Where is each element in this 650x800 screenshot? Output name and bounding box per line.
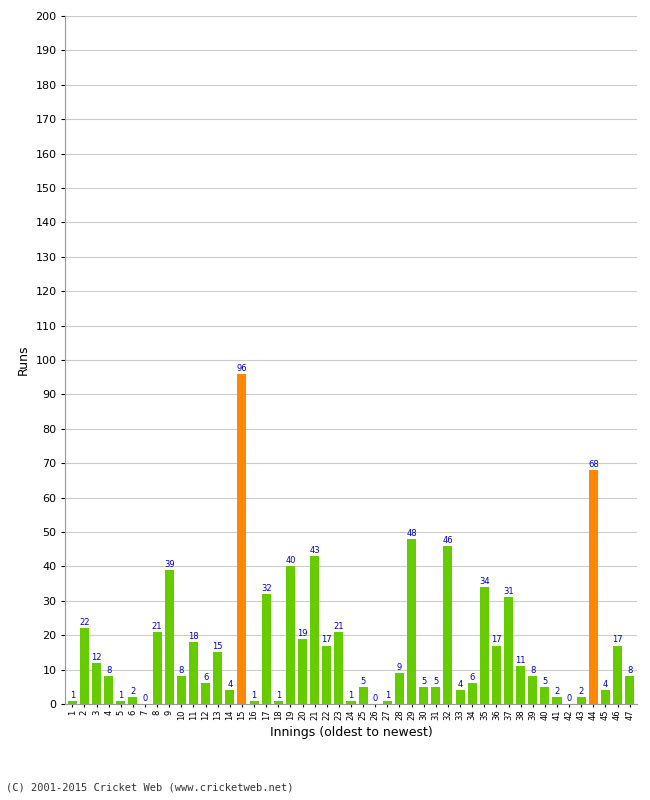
- Bar: [480, 587, 489, 704]
- Bar: [601, 690, 610, 704]
- Text: 40: 40: [285, 556, 296, 566]
- Text: 43: 43: [309, 546, 320, 555]
- Text: 4: 4: [603, 680, 608, 690]
- Text: 17: 17: [491, 635, 502, 645]
- Bar: [68, 701, 77, 704]
- Bar: [250, 701, 259, 704]
- Text: 5: 5: [361, 677, 366, 686]
- Text: 34: 34: [479, 577, 489, 586]
- Bar: [467, 683, 476, 704]
- Text: 46: 46: [443, 536, 453, 545]
- Bar: [237, 374, 246, 704]
- Bar: [516, 666, 525, 704]
- Text: 5: 5: [421, 677, 426, 686]
- Bar: [432, 686, 440, 704]
- Text: 18: 18: [188, 632, 199, 641]
- Text: (C) 2001-2015 Cricket Web (www.cricketweb.net): (C) 2001-2015 Cricket Web (www.cricketwe…: [6, 782, 294, 792]
- Text: 8: 8: [530, 666, 536, 675]
- Bar: [395, 673, 404, 704]
- Text: 0: 0: [372, 694, 378, 703]
- Text: 17: 17: [322, 635, 332, 645]
- Text: 1: 1: [70, 690, 75, 699]
- Bar: [613, 646, 622, 704]
- Bar: [128, 697, 137, 704]
- Text: 5: 5: [542, 677, 547, 686]
- X-axis label: Innings (oldest to newest): Innings (oldest to newest): [270, 726, 432, 739]
- Bar: [226, 690, 235, 704]
- Text: 1: 1: [276, 690, 281, 699]
- Bar: [189, 642, 198, 704]
- Text: 17: 17: [612, 635, 623, 645]
- Text: 1: 1: [385, 690, 390, 699]
- Bar: [153, 632, 162, 704]
- Text: 22: 22: [79, 618, 90, 627]
- Text: 8: 8: [106, 666, 111, 675]
- Text: 1: 1: [252, 690, 257, 699]
- Text: 2: 2: [554, 687, 560, 696]
- Text: 4: 4: [458, 680, 463, 690]
- Text: 8: 8: [627, 666, 632, 675]
- Text: 8: 8: [179, 666, 184, 675]
- Text: 68: 68: [588, 460, 599, 469]
- Bar: [456, 690, 465, 704]
- Text: 1: 1: [118, 690, 124, 699]
- Bar: [552, 697, 562, 704]
- Bar: [528, 677, 538, 704]
- Bar: [80, 628, 89, 704]
- Text: 0: 0: [142, 694, 148, 703]
- Bar: [359, 686, 368, 704]
- Bar: [92, 662, 101, 704]
- Bar: [407, 539, 416, 704]
- Bar: [116, 701, 125, 704]
- Bar: [286, 566, 295, 704]
- Text: 21: 21: [152, 622, 162, 630]
- Text: 6: 6: [469, 674, 475, 682]
- Text: 21: 21: [333, 622, 344, 630]
- Text: 39: 39: [164, 560, 175, 569]
- Bar: [419, 686, 428, 704]
- Text: 48: 48: [406, 529, 417, 538]
- Bar: [298, 638, 307, 704]
- Bar: [492, 646, 501, 704]
- Text: 11: 11: [515, 656, 526, 665]
- Text: 2: 2: [578, 687, 584, 696]
- Text: 31: 31: [503, 587, 514, 596]
- Text: 96: 96: [237, 364, 247, 373]
- Text: 5: 5: [433, 677, 439, 686]
- Bar: [577, 697, 586, 704]
- Text: 19: 19: [297, 629, 308, 638]
- Bar: [213, 653, 222, 704]
- Text: 9: 9: [397, 663, 402, 672]
- Bar: [261, 594, 270, 704]
- Bar: [625, 677, 634, 704]
- Bar: [346, 701, 356, 704]
- Text: 1: 1: [348, 690, 354, 699]
- Bar: [504, 598, 513, 704]
- Text: 4: 4: [227, 680, 233, 690]
- Text: 6: 6: [203, 674, 208, 682]
- Bar: [540, 686, 549, 704]
- Bar: [177, 677, 186, 704]
- Text: 2: 2: [130, 687, 135, 696]
- Text: 15: 15: [213, 642, 223, 651]
- Bar: [383, 701, 392, 704]
- Bar: [201, 683, 210, 704]
- Bar: [443, 546, 452, 704]
- Text: 32: 32: [261, 584, 272, 593]
- Bar: [322, 646, 332, 704]
- Bar: [310, 556, 319, 704]
- Text: 12: 12: [91, 653, 102, 662]
- Bar: [164, 570, 174, 704]
- Bar: [334, 632, 343, 704]
- Bar: [274, 701, 283, 704]
- Bar: [589, 470, 598, 704]
- Y-axis label: Runs: Runs: [17, 345, 30, 375]
- Text: 0: 0: [567, 694, 572, 703]
- Bar: [104, 677, 113, 704]
